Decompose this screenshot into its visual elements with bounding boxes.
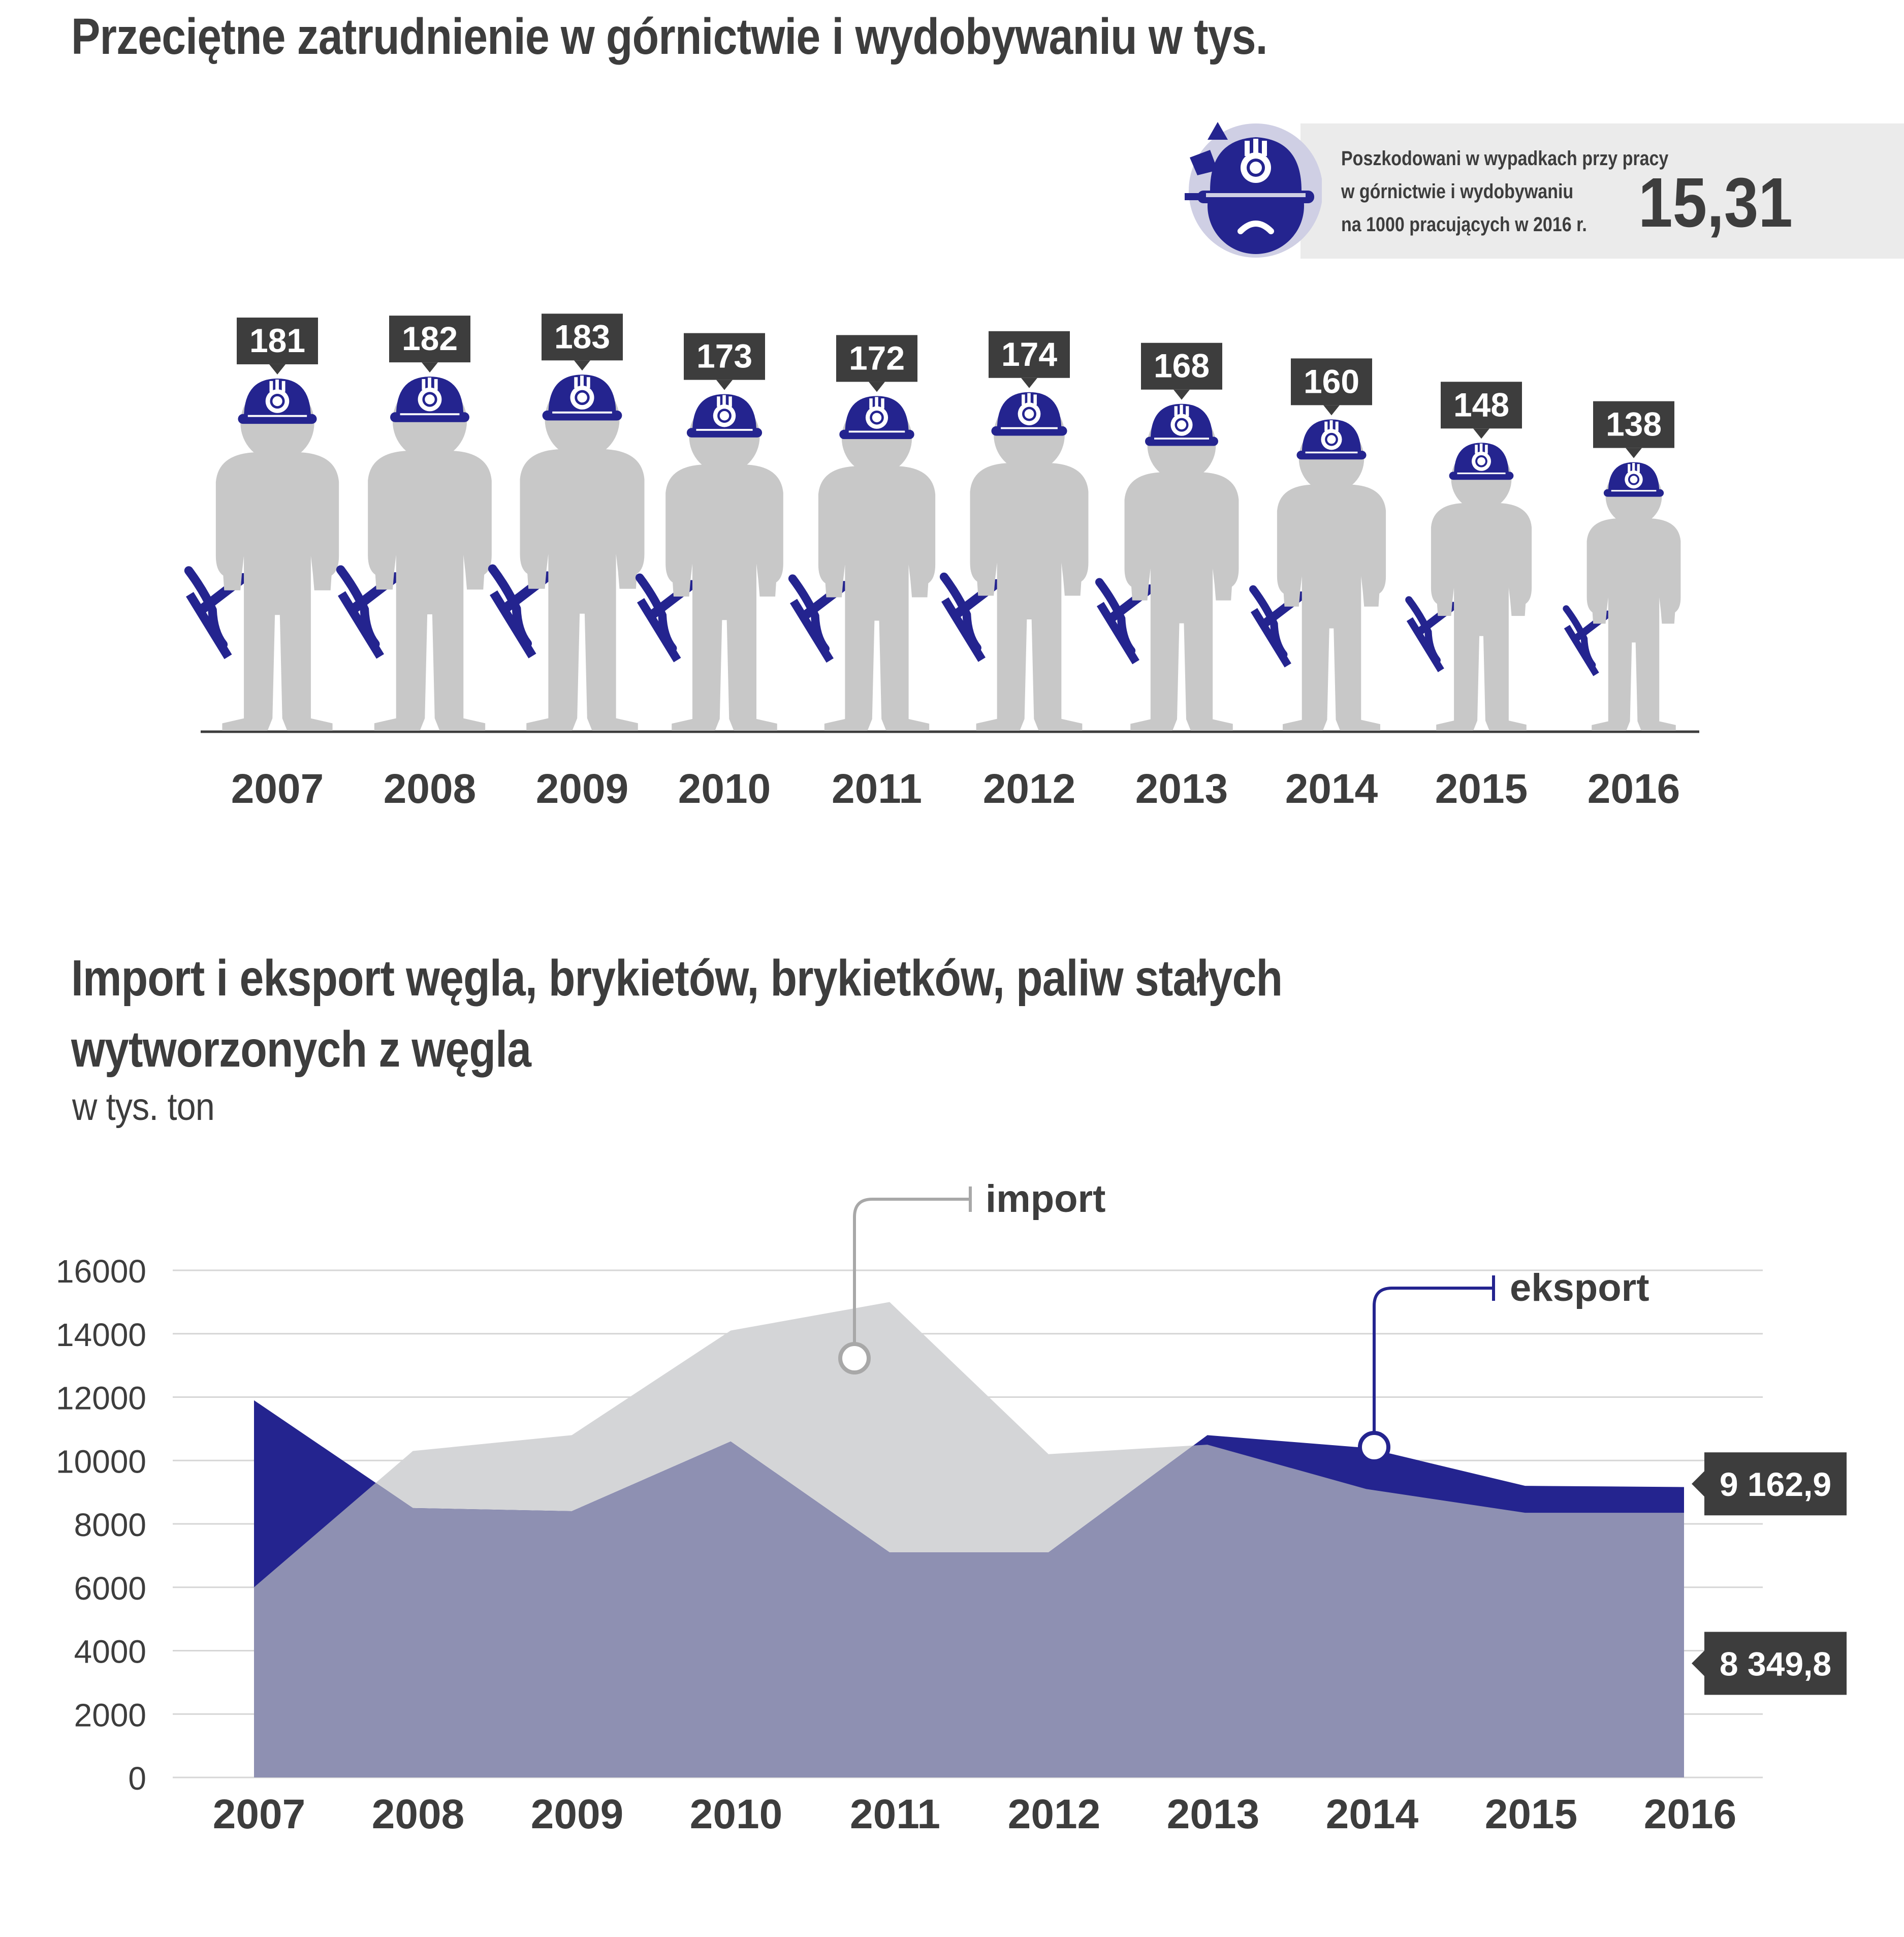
employment-value-label: 160 <box>1291 358 1372 416</box>
sad-miner-icon <box>1185 122 1322 258</box>
employment-value-text: 182 <box>402 320 458 357</box>
employment-year-label: 2016 <box>1588 766 1680 812</box>
accident-info-box <box>1300 123 1904 259</box>
miner-figure <box>189 379 339 731</box>
miner-figure <box>1253 419 1386 731</box>
y-tick-label: 14000 <box>56 1317 146 1353</box>
employment-value-text: 148 <box>1453 386 1509 423</box>
employment-value-text: 173 <box>696 337 752 375</box>
employment-value-text: 172 <box>849 339 905 377</box>
x-tick-label: 2008 <box>372 1791 464 1829</box>
x-tick-label: 2014 <box>1326 1791 1419 1829</box>
employment-value-label: 173 <box>684 333 765 390</box>
import-legend-label: import <box>986 1177 1105 1221</box>
accident-description: Poszkodowani w wypadkach przy pracy w gó… <box>1341 142 1668 241</box>
accident-line-3: na 1000 pracujących w 2016 r. <box>1341 213 1587 236</box>
employment-year-label: 2011 <box>832 766 922 812</box>
employment-chart-title: Przeciętne zatrudnienie w górnictwie i w… <box>71 8 1268 65</box>
x-tick-label: 2012 <box>1008 1791 1100 1829</box>
x-tick-label: 2011 <box>850 1791 940 1829</box>
employment-value-text: 160 <box>1304 362 1359 400</box>
miner-figure <box>493 374 645 731</box>
employment-value-text: 174 <box>1001 335 1057 373</box>
import-end-label: 8 349,8 <box>1692 1632 1847 1695</box>
employment-value-text: 181 <box>249 322 305 359</box>
employment-year-label: 2012 <box>983 766 1075 812</box>
accident-line-1: Poszkodowani w wypadkach przy pracy <box>1341 147 1669 170</box>
employment-year-label: 2013 <box>1135 766 1228 812</box>
trade-chart-title: Import i eksport węgla, brykietów, bryki… <box>71 943 1425 1085</box>
trade-title-line-2: wytworzonych z węgla <box>71 1021 531 1078</box>
x-tick-label: 2009 <box>531 1791 623 1829</box>
y-tick-label: 2000 <box>74 1697 146 1733</box>
export-callout: eksport <box>1358 1266 1649 1463</box>
export-end-label: 9 162,9 <box>1692 1452 1847 1516</box>
employment-year-label: 2014 <box>1285 766 1378 812</box>
miner-figure <box>1409 443 1532 731</box>
employment-year-label: 2009 <box>536 766 628 812</box>
employment-value-label: 172 <box>836 335 917 392</box>
export-legend-label: eksport <box>1510 1266 1649 1309</box>
employment-year-label: 2010 <box>678 766 771 812</box>
import-end-label-text: 8 349,8 <box>1720 1645 1831 1682</box>
employment-value-text: 168 <box>1154 347 1210 385</box>
y-tick-label: 0 <box>128 1760 146 1797</box>
employment-pictogram-chart: 181 2007 182 2008 183 2009 173 2010 172 2011 174 20… <box>0 314 1699 812</box>
employment-value-label: 183 <box>542 314 623 371</box>
x-tick-label: 2007 <box>213 1791 305 1829</box>
employment-value-text: 138 <box>1606 405 1662 443</box>
y-tick-label: 10000 <box>56 1443 146 1480</box>
export-end-label-text: 9 162,9 <box>1720 1465 1831 1503</box>
overlap-area <box>254 1441 1684 1777</box>
trade-area-chart: 0 2000 4000 6000 8000 10000 12000 14000 16000 20… <box>56 1177 1847 1829</box>
x-tick-label: 2015 <box>1485 1791 1577 1829</box>
x-tick-label: 2016 <box>1644 1791 1736 1829</box>
trade-title-line-1: Import i eksport węgla, brykietów, bryki… <box>71 950 1283 1007</box>
miner-figure <box>792 396 935 731</box>
y-tick-label: 6000 <box>74 1570 146 1607</box>
import-callout: import <box>838 1177 1105 1374</box>
x-tick-label: 2013 <box>1167 1791 1259 1829</box>
accident-value: 15,31 <box>1638 164 1793 242</box>
x-tick-label: 2010 <box>690 1791 782 1829</box>
miner-figure <box>1566 462 1680 731</box>
employment-value-label: 181 <box>237 317 318 374</box>
employment-value-label: 148 <box>1441 382 1522 439</box>
employment-year-label: 2015 <box>1435 766 1528 812</box>
miner-figure <box>1099 404 1239 731</box>
miner-figure <box>341 377 492 731</box>
y-tick-label: 16000 <box>56 1253 146 1290</box>
miner-figure <box>640 394 783 731</box>
employment-value-label: 168 <box>1141 342 1222 400</box>
employment-value-label: 182 <box>389 316 470 373</box>
employment-value-text: 183 <box>554 318 610 355</box>
y-tick-label: 8000 <box>74 1507 146 1543</box>
employment-value-label: 174 <box>989 331 1070 388</box>
trade-chart-unit: w tys. ton <box>72 1085 215 1129</box>
accident-line-2: w górnictwie i wydobywaniu <box>1341 180 1574 203</box>
employment-value-label: 138 <box>1593 401 1674 458</box>
employment-year-label: 2007 <box>231 766 324 812</box>
miner-figure <box>944 392 1088 731</box>
y-tick-label: 4000 <box>74 1634 146 1670</box>
y-tick-label: 12000 <box>56 1380 146 1417</box>
employment-year-label: 2008 <box>384 766 476 812</box>
